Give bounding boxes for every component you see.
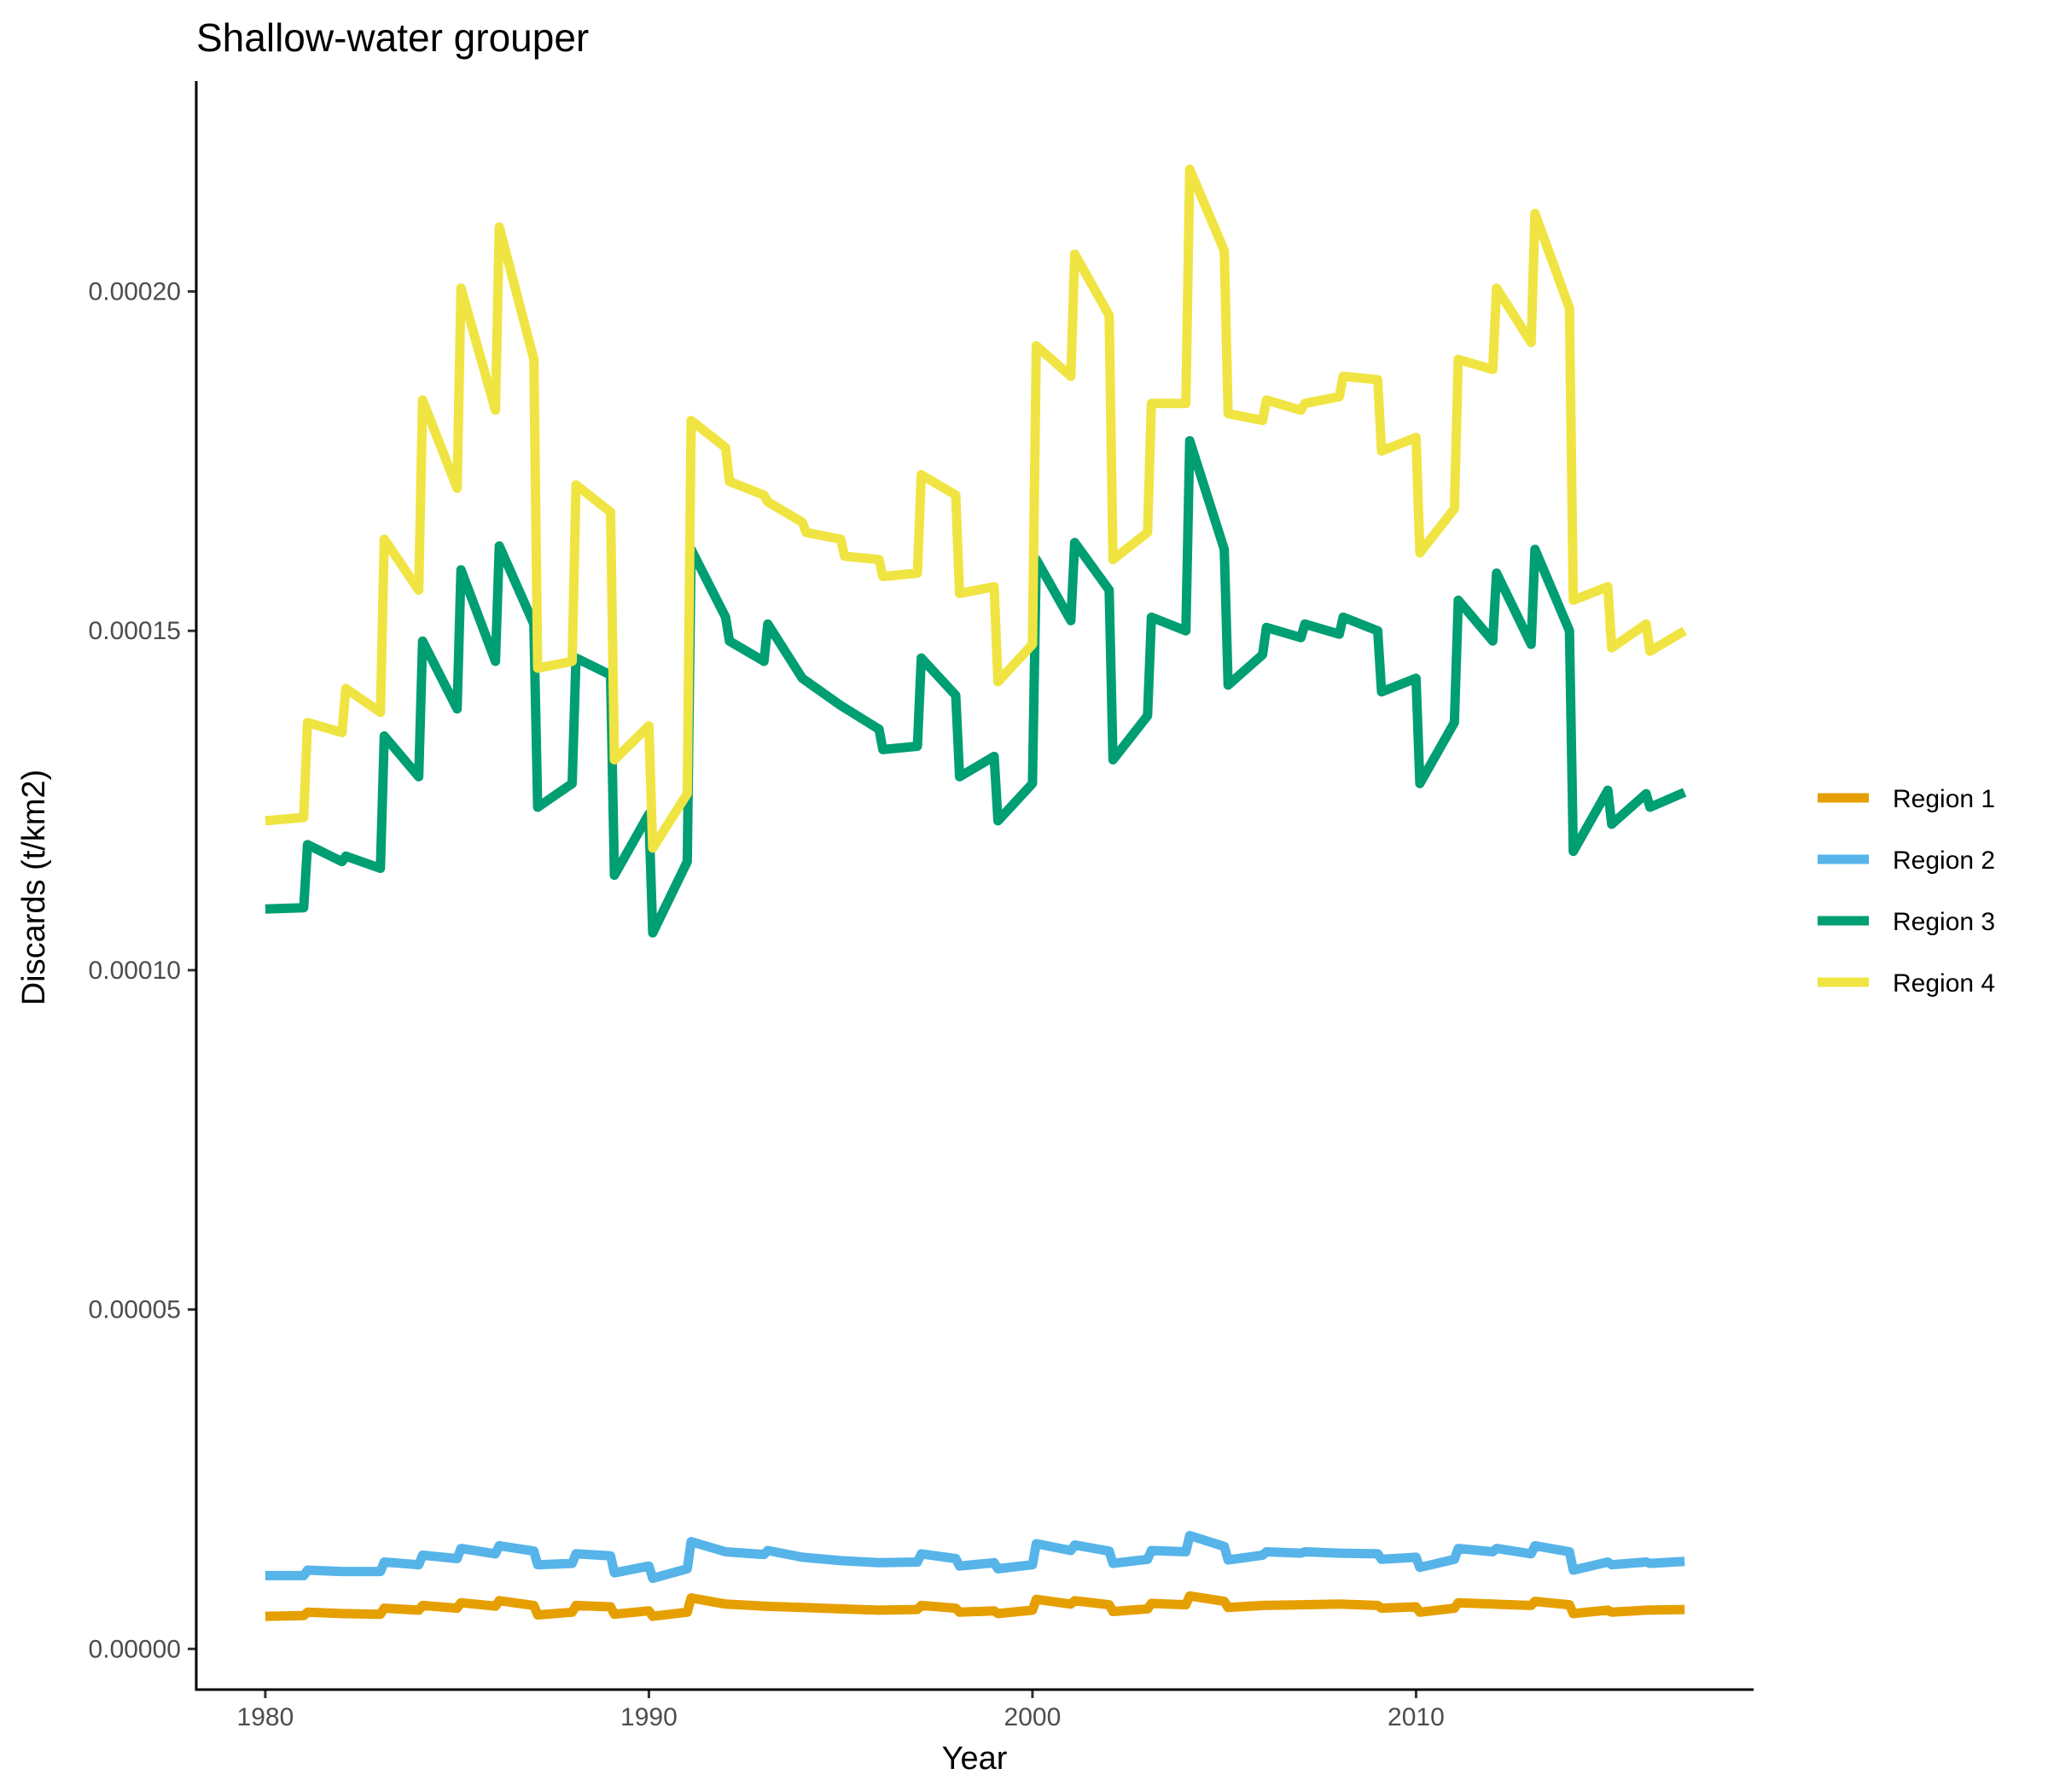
y-tick-label: 0.00015: [89, 617, 181, 645]
chart-title: Shallow-water grouper: [196, 15, 589, 60]
x-axis-ticks: 1980 1990 2000 2010: [237, 1690, 1445, 1731]
x-tick-label: 2000: [1004, 1703, 1062, 1731]
legend-label-region-2: Region 2: [1893, 847, 1995, 875]
y-axis-ticks: 0.00000 0.00005 0.00010 0.00015 0.00020: [89, 278, 196, 1663]
series-line-region-2: [265, 1531, 1685, 1584]
y-tick-label: 0.00020: [89, 278, 181, 306]
legend: Region 1 Region 2 Region 3 Region 4: [1818, 785, 1995, 998]
legend-label-region-1: Region 1: [1893, 785, 1995, 813]
series-line-region-1: [265, 1591, 1685, 1621]
x-axis-title: Year: [942, 1741, 1008, 1777]
series-lines: [265, 164, 1687, 1621]
y-tick-label: 0.00010: [89, 957, 181, 985]
x-tick-label: 2010: [1388, 1703, 1445, 1731]
legend-label-region-3: Region 3: [1893, 908, 1995, 936]
legend-label-region-4: Region 4: [1893, 969, 1995, 998]
y-tick-label: 0.00005: [89, 1296, 181, 1324]
y-tick-label: 0.00000: [89, 1635, 181, 1663]
x-tick-label: 1990: [620, 1703, 678, 1731]
series-line-region-4: [265, 164, 1687, 853]
series-line-region-3: [265, 436, 1687, 938]
x-tick-label: 1980: [237, 1703, 294, 1731]
y-axis-title: Discards (t/km2): [16, 770, 52, 1006]
